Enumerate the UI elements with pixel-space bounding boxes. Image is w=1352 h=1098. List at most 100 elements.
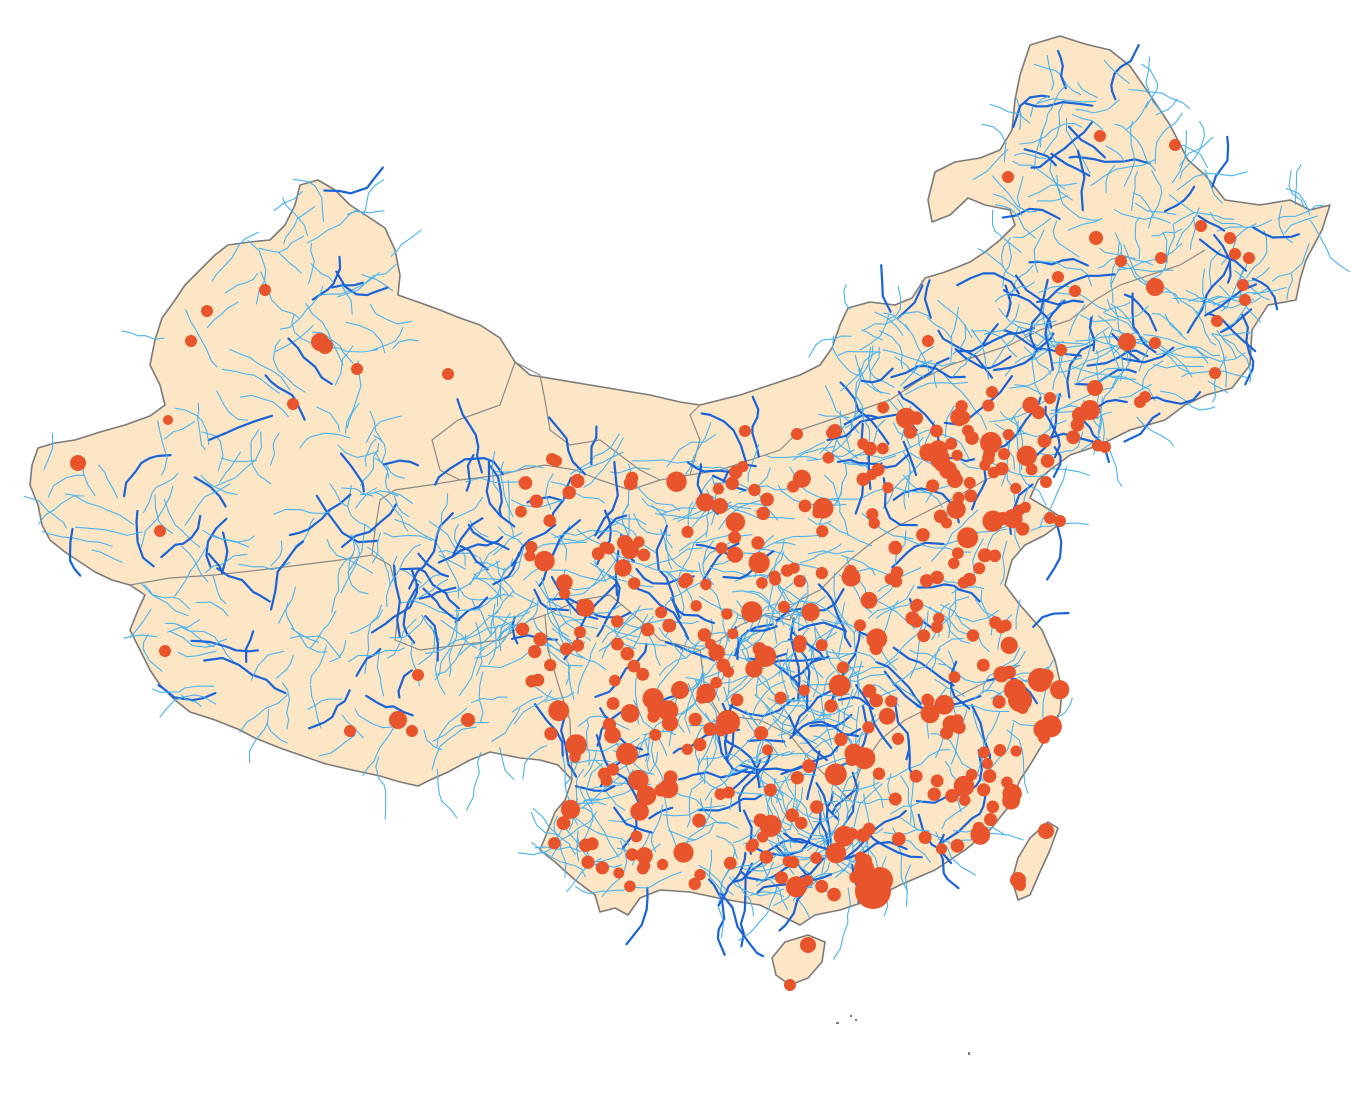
river (339, 452, 365, 493)
river (747, 738, 786, 743)
river (859, 314, 890, 351)
river (493, 532, 523, 556)
city-point (945, 789, 959, 803)
city-point (287, 398, 299, 410)
river (1245, 230, 1268, 279)
river (282, 197, 308, 236)
city-point (788, 562, 800, 574)
river (891, 541, 945, 569)
city-point (935, 843, 948, 855)
river (1209, 211, 1243, 227)
river (435, 634, 467, 676)
river (375, 756, 387, 820)
city-point (715, 724, 727, 737)
river (664, 641, 716, 662)
river (499, 558, 514, 598)
river (1039, 84, 1067, 148)
river (831, 648, 860, 698)
river (799, 727, 837, 744)
city-point (995, 621, 1008, 634)
river (900, 775, 916, 828)
city-point (531, 673, 545, 687)
river (585, 762, 604, 806)
city-point (977, 548, 992, 563)
city-point (625, 848, 639, 861)
river (1151, 313, 1183, 336)
city-point (1052, 271, 1064, 283)
river (140, 485, 174, 548)
river (678, 527, 741, 552)
city-point (185, 335, 197, 347)
island-speck (836, 1022, 839, 1024)
island-speck (850, 1015, 852, 1017)
river (767, 582, 794, 629)
city-point (640, 622, 655, 637)
river (652, 637, 689, 699)
river (598, 605, 641, 652)
river (602, 623, 638, 638)
city-point (988, 549, 1002, 563)
city-point (1016, 445, 1037, 466)
city-point (910, 600, 922, 612)
river (832, 335, 861, 377)
river (834, 843, 854, 878)
river (1006, 729, 1029, 794)
city-point (860, 591, 878, 609)
city-point (878, 707, 896, 725)
river (384, 464, 399, 497)
river (1110, 44, 1140, 101)
river (574, 885, 625, 895)
city-point (1155, 252, 1167, 264)
river (1176, 171, 1248, 191)
river (347, 647, 406, 663)
city-point (801, 603, 820, 622)
city-point (729, 465, 743, 479)
river (971, 328, 990, 380)
river (696, 821, 739, 829)
river (903, 357, 950, 389)
river (843, 809, 907, 860)
city-point (945, 437, 958, 450)
river (1036, 332, 1088, 346)
river (511, 615, 519, 645)
city-point (688, 877, 701, 891)
river (507, 479, 514, 540)
river (365, 694, 414, 717)
river (892, 648, 941, 686)
river (923, 279, 932, 319)
river (904, 381, 969, 396)
city-point (909, 769, 923, 783)
river (1123, 293, 1158, 332)
river (1090, 159, 1156, 187)
river (1105, 145, 1126, 163)
river (1286, 273, 1294, 301)
city-point (637, 548, 651, 562)
river (1158, 344, 1209, 359)
city-point (862, 721, 875, 734)
city-point (681, 525, 694, 538)
river (860, 367, 894, 384)
river (544, 691, 575, 702)
city-point (606, 697, 620, 710)
city-point (1066, 430, 1081, 445)
river (1044, 299, 1066, 371)
river (229, 348, 291, 391)
city-point (616, 742, 638, 765)
river (275, 654, 294, 679)
river (315, 494, 379, 544)
river (1105, 164, 1116, 194)
city-point (1002, 665, 1016, 679)
river (270, 540, 283, 567)
river (472, 544, 526, 581)
river (612, 618, 636, 650)
river (904, 864, 912, 907)
river (725, 602, 778, 639)
city-point (690, 600, 702, 612)
river (1198, 238, 1248, 272)
river (163, 498, 201, 548)
river (397, 669, 413, 699)
river (717, 732, 758, 775)
river (1251, 277, 1279, 311)
river (174, 407, 210, 446)
river (741, 863, 785, 872)
